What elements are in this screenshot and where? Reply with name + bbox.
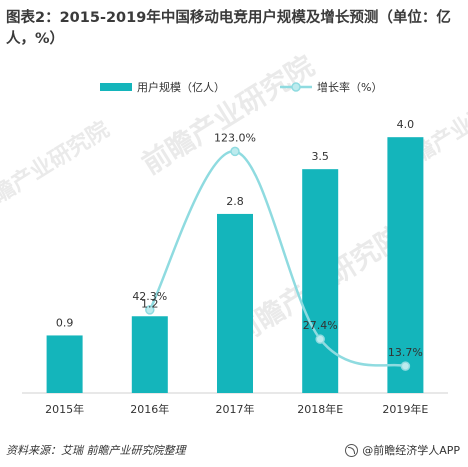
watermark-text: 前瞻产业研究院 <box>136 49 320 181</box>
growth-rate-point <box>230 146 240 157</box>
legend-swatch-marker <box>291 82 301 92</box>
growth-rate-label: 42.3% <box>132 290 167 303</box>
bar <box>217 213 253 393</box>
growth-rate-label: 27.4% <box>303 319 338 332</box>
growth-rate-point <box>315 334 325 344</box>
legend-label-line: 增长率（%） <box>317 80 382 94</box>
growth-rate-point <box>400 361 411 371</box>
legend-label-bar: 用户规模（亿人） <box>137 80 225 94</box>
source-text: 资料来源：艾瑞 前瞻产业研究院整理 <box>6 444 186 457</box>
line-layer <box>145 146 411 371</box>
growth-rate-line <box>148 150 406 368</box>
x-tick-label: 2015年 <box>45 402 84 416</box>
bar-value-label: 0.9 <box>56 316 74 329</box>
x-tick-label: 2018年E <box>297 402 343 416</box>
footer: 资料来源：艾瑞 前瞻产业研究院整理 @前瞻经济学人APP <box>6 441 460 459</box>
bar-value-label: 2.8 <box>226 195 244 208</box>
watermark-text: 前瞻产业研究院 <box>0 116 114 220</box>
x-tick-label: 2016年 <box>130 402 169 416</box>
bar-value-label: 1.2 <box>141 297 159 310</box>
growth-rate-label: 13.7% <box>388 346 423 359</box>
brand-logo-icon <box>345 443 359 457</box>
bars-layer <box>46 137 424 393</box>
bar <box>302 169 339 393</box>
x-tick-label: 2017年 <box>216 402 255 416</box>
legend: 用户规模（亿人） 增长率（%） <box>100 80 382 94</box>
bar <box>46 335 83 393</box>
bar-value-label: 3.5 <box>311 150 329 163</box>
x-tick-label: 2019年E <box>382 402 428 416</box>
bar <box>131 316 168 393</box>
brand-text: @前瞻经济学人APP <box>362 444 460 457</box>
brand: @前瞻经济学人APP <box>345 442 460 458</box>
labels-layer: 0.9 2015年 1.2 2016年 2.8 2017年 3.5 2018年E 4.0 2019… <box>45 118 428 416</box>
chart-title: 图表2：2015-2019年中国移动电竞用户规模及增长预测（单位：亿人，%） <box>6 10 451 47</box>
bar-value-label: 4.0 <box>397 118 415 131</box>
growth-rate-point <box>145 305 155 315</box>
bar <box>387 137 424 393</box>
legend-swatch-bar <box>100 83 132 91</box>
growth-rate-label: 123.0% <box>214 131 256 144</box>
